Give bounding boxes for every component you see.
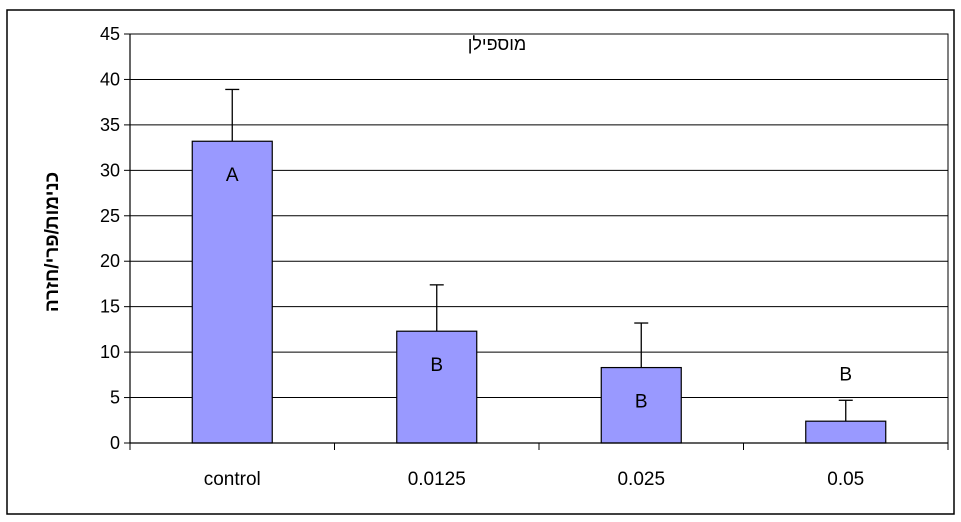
y-tick-label: 40 (100, 69, 120, 89)
y-tick-label: 10 (100, 342, 120, 362)
outer-border (6, 9, 955, 515)
y-axis-label: כנימות/פרי/חזרה (42, 172, 63, 312)
x-tick-label: 0.025 (617, 469, 665, 490)
y-tick-label: 0 (110, 433, 120, 453)
bar-0.0125 (396, 330, 478, 444)
bar-0.05 (805, 420, 887, 444)
x-tick-label: control (204, 469, 261, 490)
y-tick-label: 30 (100, 160, 120, 180)
x-tick-label: 0.05 (827, 469, 864, 490)
significance-label: B (839, 364, 852, 385)
x-tick-label: 0.0125 (408, 469, 466, 490)
significance-label: B (430, 355, 443, 376)
y-tick-label: 35 (100, 115, 120, 135)
significance-label: B (635, 392, 648, 413)
bar-0.025 (600, 366, 682, 444)
chart-title: מוספילן (468, 34, 527, 54)
y-tick-label: 15 (100, 297, 120, 317)
significance-label: A (226, 165, 239, 186)
y-tick-label: 5 (110, 388, 120, 408)
y-tick-label: 25 (100, 206, 120, 226)
bar-control (191, 140, 273, 444)
y-tick-label: 45 (100, 24, 120, 44)
y-tick-label: 20 (100, 251, 120, 271)
